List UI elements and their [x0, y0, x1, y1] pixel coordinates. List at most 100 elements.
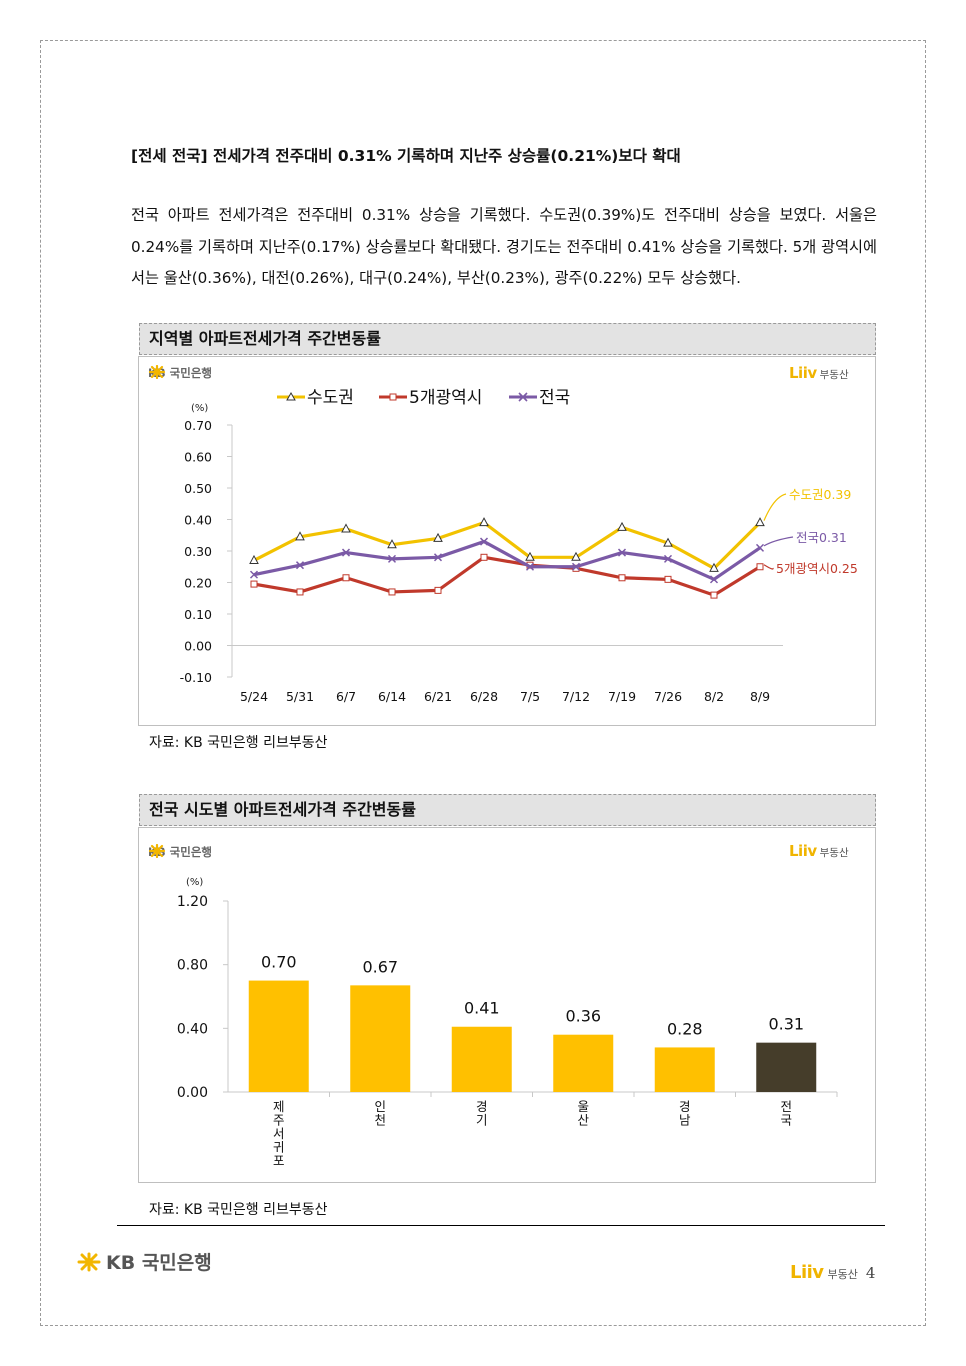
bar-chart: (%) 1.20 0.80 0.40 0.00 0.70 제 주 서 귀 포 0.67 인 천 0.41 경 기… — [177, 877, 838, 1168]
liiv-logo-sub: 부동산 — [819, 847, 849, 859]
x-tick-label: 6/28 — [470, 689, 498, 704]
point-metro — [710, 591, 718, 599]
legend-marker-triangle — [286, 391, 296, 401]
kb-star-icon — [148, 844, 166, 858]
x-tick-label: 7/19 — [608, 689, 636, 704]
point-national — [387, 554, 397, 563]
series-line-1 — [253, 555, 761, 597]
bar-value-label: 0.41 — [464, 999, 500, 1018]
point-metro — [664, 575, 672, 583]
end-label-leader-2 — [763, 536, 794, 547]
y-tick-label: 0.50 — [184, 481, 212, 496]
chart2-liiv-logo: Liiv 부동산 — [789, 842, 849, 860]
point-capital — [755, 517, 765, 527]
point-metro — [250, 580, 258, 588]
point-metro — [342, 574, 350, 582]
bar-value-label: 0.36 — [565, 1007, 601, 1026]
y-tick-label: 0.30 — [184, 544, 212, 559]
series-line-0 — [253, 521, 762, 570]
x-tick-label: 8/9 — [750, 689, 770, 704]
bar-chart-box: KB 국민은행 Liiv 부동산 (%) 1.20 0.80 0.40 0.00 0.70… — [138, 827, 876, 1183]
liiv-logo-word: Liiv — [789, 364, 817, 382]
point-capital — [709, 562, 719, 572]
point-capital — [663, 537, 673, 547]
point-national — [525, 562, 535, 571]
chart1-liiv-logo: Liiv 부동산 — [789, 364, 849, 382]
y-tick-label: 0.40 — [177, 1021, 208, 1037]
bar-4 — [654, 1047, 715, 1092]
point-capital — [433, 532, 443, 542]
y-unit-label: (%) — [186, 877, 203, 888]
liiv-logo-word: Liiv — [789, 842, 817, 860]
chart2-kb-logo: KB 국민은행 — [148, 844, 212, 860]
bar-value-label: 0.28 — [667, 1019, 703, 1038]
x-tick-label: 6/21 — [424, 689, 452, 704]
y-tick-label: 0.80 — [177, 958, 208, 974]
point-national — [663, 554, 673, 563]
point-national — [433, 553, 443, 562]
y-tick-label: -0.10 — [180, 670, 212, 685]
footer-kb-text: KB 국민은행 — [106, 1252, 212, 1274]
x-tick-label: 7/12 — [562, 689, 590, 704]
point-capital — [525, 551, 535, 561]
point-capital — [387, 539, 397, 549]
end-label-leader-1 — [763, 564, 774, 570]
bar-2 — [451, 1026, 512, 1092]
x-tick-label: 6/14 — [378, 689, 406, 704]
body-paragraph: 전국 아파트 전세가격은 전주대비 0.31% 상승을 기록했다. 수도권(0.… — [131, 206, 877, 287]
bar-5 — [756, 1042, 817, 1092]
headline: [전세 전국] 전세가격 전주대비 0.31% 기록하며 지난주 상승률(0.2… — [131, 147, 681, 165]
footer-liiv-sub: 부동산 — [827, 1268, 858, 1281]
line-chart-box: KB 국민은행 Liiv 부동산 수도권 5개광역시 전국 (%) 0.70 0.60 0.… — [138, 356, 876, 726]
legend-label-2: 전국 — [539, 388, 570, 408]
y-tick-label: 0.40 — [184, 513, 212, 528]
bar-3 — [553, 1034, 614, 1092]
point-national — [295, 561, 305, 570]
kb-star-icon — [77, 1252, 101, 1271]
y-tick-label: 0.70 — [184, 418, 212, 433]
y-tick-label: 0.60 — [184, 450, 212, 465]
kb-star-icon — [148, 365, 166, 379]
point-metro — [388, 588, 396, 596]
footer-rule — [117, 1225, 885, 1226]
x-tick-label: 6/7 — [336, 689, 356, 704]
point-capital — [341, 523, 351, 533]
point-capital — [249, 554, 259, 564]
page-number: 4 — [865, 1264, 876, 1282]
legend-label-1: 5개광역시 — [409, 388, 482, 408]
bar-value-label: 0.70 — [261, 953, 297, 972]
y-tick-label: 0.00 — [177, 1085, 208, 1101]
section2-source: 자료: KB 국민은행 리브부동산 — [149, 1202, 328, 1218]
x-tick-label: 7/5 — [520, 689, 540, 704]
x-tick-label: 5/24 — [240, 689, 268, 704]
point-national — [479, 537, 489, 546]
bar-value-label: 0.67 — [362, 957, 398, 976]
point-national — [617, 548, 627, 557]
page-border — [40, 40, 926, 1326]
chart1-kb-logo: KB 국민은행 — [148, 365, 212, 381]
point-capital — [295, 531, 305, 541]
end-label-leader-0 — [763, 493, 787, 521]
x-tick-label: 5/31 — [286, 689, 314, 704]
y-tick-label: 0.10 — [184, 607, 212, 622]
footer-kb-logo: KB 국민은행 — [76, 1248, 212, 1275]
end-label-1: 5개광역시0.25 — [776, 561, 858, 576]
section2-title: 전국 시도별 아파트전세가격 주간변동률 — [139, 794, 876, 826]
x-tick-label: 7/26 — [654, 689, 682, 704]
section1-source: 자료: KB 국민은행 리브부동산 — [149, 735, 328, 751]
point-metro — [756, 563, 764, 571]
bar-1 — [350, 985, 411, 1092]
y-tick-label: 0.20 — [184, 576, 212, 591]
y-unit-label: (%) — [191, 403, 208, 414]
liiv-logo-sub: 부동산 — [819, 369, 849, 381]
legend-marker-x — [518, 392, 528, 402]
legend-marker-square — [389, 393, 397, 401]
kb-logo-text: KB 국민은행 — [148, 845, 212, 859]
series-line-2 — [253, 539, 761, 581]
bar-value-label: 0.31 — [768, 1015, 804, 1034]
section1-title: 지역별 아파트전세가격 주간변동률 — [139, 323, 876, 355]
